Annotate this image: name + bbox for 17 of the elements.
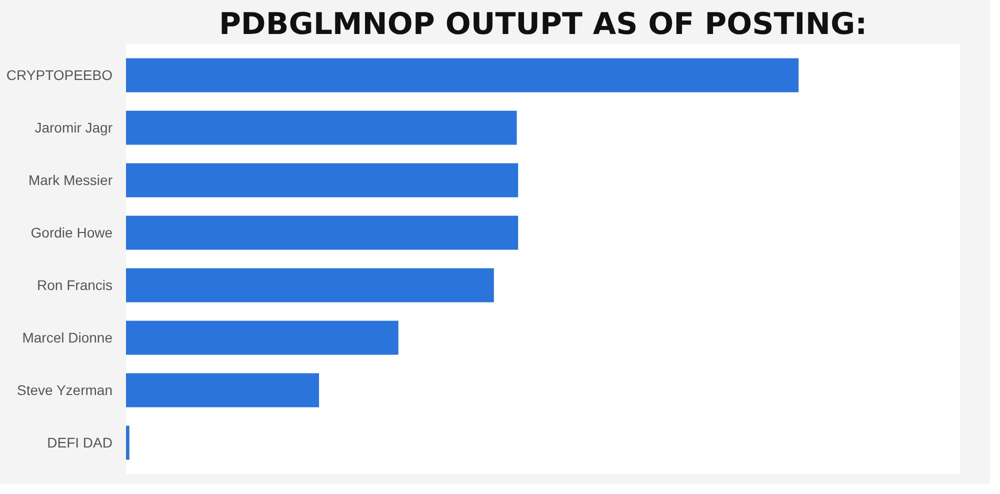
y-tick-label: Ron Francis [37,276,112,293]
bar [126,58,799,92]
y-tick-label: CRYPTOPEEBO [6,66,113,83]
bar [126,110,517,145]
bar [126,163,518,198]
bar [126,268,494,302]
bar [126,216,518,250]
bar [126,426,130,460]
y-tick-label: DEFI DAD [47,434,112,450]
y-tick-label: Jaromir Jagr [34,119,113,136]
bar [126,320,398,355]
y-tick-label: Gordie Howe [30,224,113,240]
y-tick-label: Mark Messier [28,172,113,188]
chart-title: PDBGLMNOP OUTUPT AS OF POSTING: [218,7,868,42]
bar [126,373,320,408]
y-tick-label: Marcel Dionne [22,329,113,346]
y-tick-label: Steve Yzerman [17,382,112,398]
